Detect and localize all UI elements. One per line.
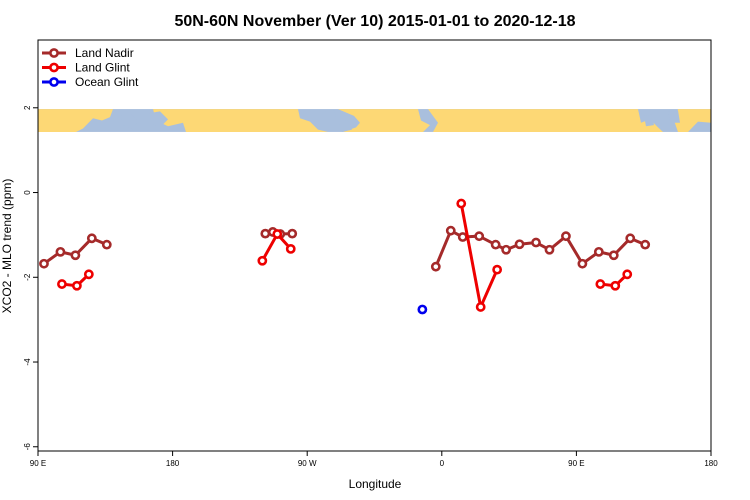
data-point [456,198,467,209]
data-point [39,258,49,269]
legend-item: Ocean Glint [42,75,139,89]
ocean-inlet [644,114,654,127]
data-point [417,304,428,315]
map-band [38,109,711,132]
chart-title: 50N-60N November (Ver 10) 2015-01-01 to … [174,13,575,30]
land-shape [674,109,711,132]
y-axis: 2 0 -2 -4 -6 [23,105,38,450]
x-tick-label: 90 E [30,459,46,468]
data-point [625,233,636,244]
data-point [70,250,81,261]
land-shape [428,109,663,132]
x-tick-label: 90 E [568,459,584,468]
legend-swatch-marker [49,77,59,87]
series-land-nadir [39,225,651,272]
y-axis-label: XCO2 - MLO trend (ppm) [0,179,14,314]
legend-label: Land Glint [75,61,130,75]
data-point [83,269,94,280]
ocean-inlet [338,120,352,132]
legend-swatch-marker [49,62,59,73]
y-tick-label: 0 [23,190,32,195]
x-tick-label: 180 [166,459,180,468]
ocean-inlet [146,111,168,128]
x-axis: 90 E 180 90 W 0 90 E 180 [30,451,718,468]
series-layer [39,198,651,315]
data-point [577,258,588,269]
data-point [101,239,112,250]
data-point [260,228,271,239]
map-band-land [38,109,711,132]
data-point [285,243,296,254]
data-point [501,244,512,255]
data-point [430,261,441,272]
legend-label: Land Nadir [75,46,134,60]
data-point [622,269,633,280]
data-point [610,280,621,291]
ocean-inlet [120,113,138,130]
data-point [490,239,501,250]
data-point [514,239,525,250]
data-point [86,233,97,244]
data-point [475,302,486,312]
data-point [474,231,485,242]
data-point [492,264,503,275]
data-point [272,229,283,239]
series-line [459,203,499,309]
legend-label: Ocean Glint [75,75,139,89]
data-point [544,244,555,255]
x-tick-label: 90 W [298,459,317,468]
y-tick-label: 2 [23,105,32,110]
data-point [257,255,268,266]
y-tick-label: -4 [23,358,32,366]
data-point [608,250,619,261]
ocean-inlet [668,110,680,123]
data-point [57,279,67,289]
land-shape [38,109,113,132]
data-point [561,231,571,242]
x-tick-label: 0 [440,459,445,468]
data-point [457,232,468,242]
y-tick-label: -6 [23,443,32,451]
land-shape [338,109,430,132]
data-point [445,225,456,236]
data-point [593,246,604,257]
legend-swatch-marker [49,48,59,58]
series-ocean-glint [417,304,428,315]
land-shape [153,109,328,132]
ocean-inlet [324,110,336,121]
data-point [71,280,82,291]
x-axis-label: Longitude [349,477,402,491]
data-point [595,279,606,289]
x-tick-label: 180 [704,459,718,468]
legend-item: Land Glint [42,61,130,75]
data-point [640,239,651,250]
data-point [55,246,66,257]
data-point [531,237,541,248]
plot-frame [37,39,712,452]
y-tick-label: -2 [23,273,32,281]
data-point [287,228,298,239]
legend-item: Land Nadir [42,46,134,60]
series-land-glint [57,198,633,312]
